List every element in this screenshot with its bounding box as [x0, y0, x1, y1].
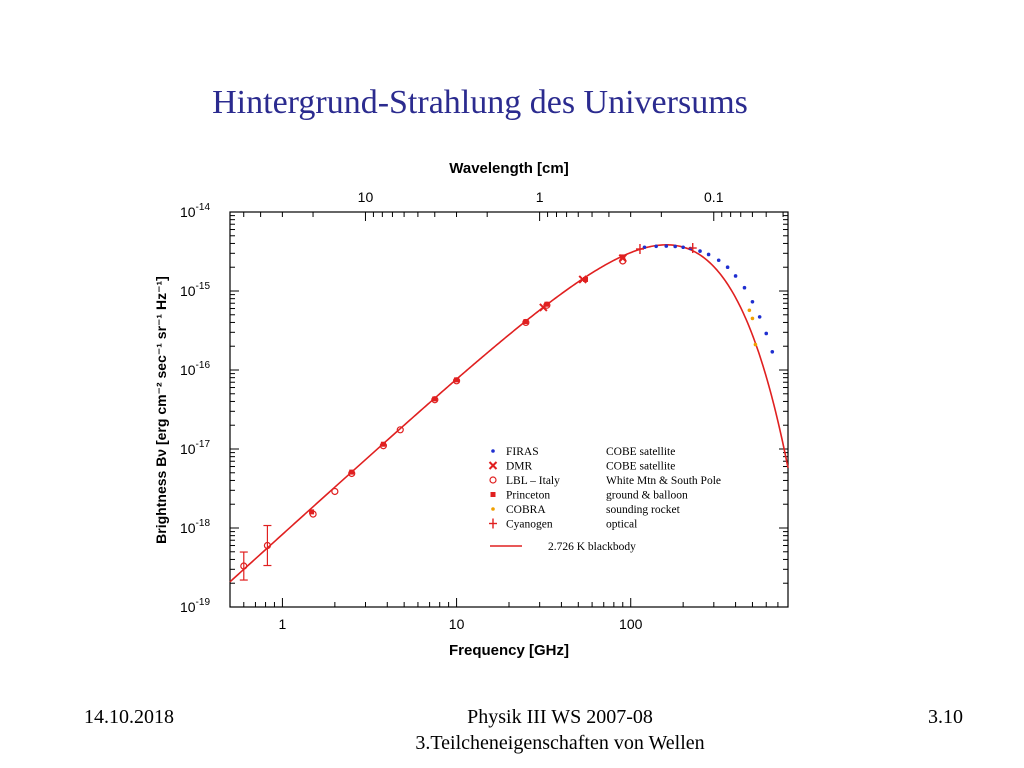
legend-label-lbl-italy: LBL – Italy	[506, 475, 560, 487]
legend-marker-firas	[491, 449, 495, 453]
blackbody-curve	[229, 244, 789, 583]
point-firas	[757, 315, 762, 319]
legend-desc-dmr: COBE satellite	[606, 461, 675, 473]
legend-marker-cobra	[491, 507, 495, 511]
point-firas	[654, 244, 658, 249]
error-bar	[239, 551, 248, 581]
legend-label-princeton: Princeton	[506, 490, 550, 502]
point-lbl-italy	[263, 541, 272, 550]
footer-date: 14.10.2018	[84, 706, 174, 728]
legend-label-firas: FIRAS	[506, 446, 539, 458]
point-lbl-italy	[396, 426, 404, 434]
legend: FIRAS COBE satellite DMR COBE satellite LBL …	[488, 446, 721, 553]
point-cobra	[753, 342, 758, 347]
point-cyanogen	[635, 244, 644, 255]
point-firas	[698, 249, 702, 253]
legend-desc-lbl-italy: White Mtn & South Pole	[606, 475, 721, 487]
x-tick-label: 10	[449, 616, 465, 632]
point-princeton	[454, 377, 460, 383]
legend-marker-lbl-italy	[489, 476, 497, 484]
legend-marker-cyanogen	[489, 518, 497, 529]
point-cobra	[750, 316, 755, 321]
point-princeton	[380, 441, 386, 447]
point-firas	[642, 245, 647, 250]
footer-course: Physik III WS 2007-08	[467, 706, 653, 728]
x-axis-label: Frequency [GHz]	[449, 642, 569, 659]
point-princeton	[620, 254, 626, 260]
point-lbl-italy	[240, 562, 248, 570]
point-firas	[716, 258, 721, 263]
legend-marker-princeton	[490, 492, 496, 497]
y-tick-label: 10-19	[180, 597, 210, 615]
point-firas	[681, 245, 685, 250]
point-princeton	[309, 509, 315, 515]
x2-axis-label: Wavelength [cm]	[449, 160, 568, 177]
y-tick-label: 10-14	[180, 202, 210, 220]
y-tick-label: 10-18	[180, 518, 210, 536]
footer-page-number: 3.10	[928, 706, 963, 728]
point-firas	[733, 274, 738, 278]
y-tick-label: 10-16	[180, 360, 210, 378]
legend-marker-dmr-stroke	[488, 461, 498, 470]
point-firas	[764, 331, 769, 336]
point-princeton	[432, 396, 438, 402]
point-princeton	[523, 319, 529, 325]
legend-label-2-726-k-blackbody: 2.726 K blackbody	[548, 541, 636, 553]
legend-marker-dmr	[488, 461, 498, 470]
point-lbl-italy	[331, 487, 339, 496]
point-firas	[750, 299, 755, 304]
slide-title: Hintergrund-Strahlung des Universums	[212, 84, 748, 121]
points-layer	[239, 243, 775, 581]
legend-label-dmr: DMR	[506, 461, 533, 473]
point-firas	[742, 285, 747, 290]
x2-tick-label: 10	[358, 189, 374, 205]
x2-tick-label: 0.1	[704, 189, 724, 205]
legend-desc-princeton: ground & balloon	[606, 490, 688, 502]
y-axis-label: Brightness Bν [erg cm⁻² sec⁻¹ sr⁻¹ Hz⁻¹]	[153, 276, 169, 544]
point-cyanogen	[688, 243, 697, 254]
axis-ticks: 1 10 100 10 1 0.1 10-14 10-15 10-16 10-17 10-18 10-…	[180, 189, 789, 632]
y-tick-label: 10-15	[180, 281, 210, 299]
plot-frame	[229, 211, 789, 608]
point-firas	[725, 265, 730, 270]
y-tick-label: 10-17	[180, 439, 210, 457]
legend-desc-cobra: sounding rocket	[606, 504, 681, 516]
footer-course-info: Physik III WS 2007-08 3.Teilcheneigensch…	[380, 704, 740, 756]
x-tick-label: 1	[279, 616, 287, 632]
point-firas	[770, 349, 775, 354]
point-firas	[664, 244, 669, 248]
legend-desc-firas: COBE satellite	[606, 446, 675, 458]
point-princeton	[349, 469, 355, 475]
legend-desc-cyanogen: optical	[606, 519, 637, 531]
curve-layer	[229, 244, 789, 583]
error-bar	[263, 524, 272, 567]
point-princeton	[544, 301, 550, 307]
x2-tick-label: 1	[536, 189, 544, 205]
legend-label-cyanogen: Cyanogen	[506, 519, 553, 531]
point-cobra	[747, 308, 752, 313]
x-tick-label: 100	[619, 616, 643, 632]
point-firas	[673, 244, 677, 249]
legend-label-cobra: COBRA	[506, 504, 546, 516]
footer-chapter: 3.Teilcheneigenschaften von Wellen	[415, 732, 705, 754]
point-princeton	[583, 276, 589, 282]
point-firas	[706, 252, 711, 257]
